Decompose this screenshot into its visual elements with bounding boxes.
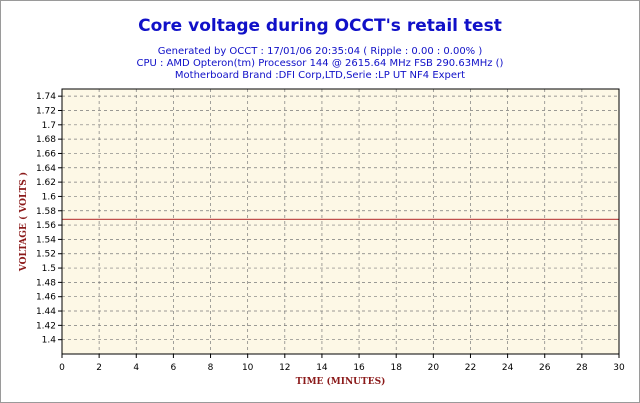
y-tick-label: 1.74 bbox=[36, 92, 56, 102]
y-tick-label: 1.62 bbox=[36, 178, 56, 188]
grid-lines bbox=[62, 89, 619, 354]
chart-subtitle-cpu: CPU : AMD Opteron(tm) Processor 144 @ 26… bbox=[136, 58, 504, 69]
y-tick-label: 1.52 bbox=[36, 250, 56, 260]
y-tick-label: 1.54 bbox=[36, 235, 56, 245]
x-tick-label: 8 bbox=[208, 363, 214, 373]
chart-subtitle-generated: Generated by OCCT : 17/01/06 20:35:04 ( … bbox=[157, 46, 483, 57]
y-tick-label: 1.56 bbox=[36, 221, 56, 231]
y-tick-label: 1.6 bbox=[42, 192, 57, 202]
x-tick-label: 22 bbox=[465, 363, 476, 373]
x-tick-label: 18 bbox=[390, 363, 402, 373]
x-axis-title: TIME (MINUTES) bbox=[296, 376, 386, 387]
x-tick-label: 6 bbox=[171, 363, 177, 373]
x-tick-label: 10 bbox=[242, 363, 254, 373]
x-tick-label: 26 bbox=[539, 363, 551, 373]
x-tick-label: 4 bbox=[133, 363, 139, 373]
x-tick-label: 2 bbox=[96, 363, 102, 373]
y-tick-label: 1.42 bbox=[36, 321, 56, 331]
chart-subtitle-motherboard: Motherboard Brand :DFI Corp,LTD,Serie :L… bbox=[174, 70, 466, 81]
x-tick-labels: 0 2 4 6 8 10 12 14 16 18 20 22 24 26 28 30 bbox=[59, 363, 625, 373]
x-tick-label: 28 bbox=[576, 363, 588, 373]
y-tick-label: 1.44 bbox=[36, 307, 56, 317]
x-tick-label: 12 bbox=[279, 363, 290, 373]
chart-title: Core voltage during OCCT's retail test bbox=[138, 16, 502, 36]
plot-area bbox=[62, 89, 619, 354]
y-tick-label: 1.66 bbox=[36, 149, 56, 159]
y-tick-label: 1.4 bbox=[42, 336, 57, 346]
x-tick-label: 24 bbox=[502, 363, 514, 373]
x-tick-label: 16 bbox=[353, 363, 365, 373]
y-tick-label: 1.48 bbox=[36, 278, 56, 288]
y-axis-title: VOLTAGE ( VOLTS ) bbox=[18, 172, 29, 272]
x-tick-label: 14 bbox=[316, 363, 328, 373]
x-tick-label: 20 bbox=[428, 363, 440, 373]
y-tick-label: 1.72 bbox=[36, 106, 56, 116]
y-tick-label: 1.46 bbox=[36, 293, 56, 303]
y-tick-label: 1.58 bbox=[36, 207, 56, 217]
x-tick-label: 30 bbox=[613, 363, 625, 373]
x-tick-label: 0 bbox=[59, 363, 65, 373]
y-tick-label: 1.64 bbox=[36, 164, 56, 174]
axes bbox=[58, 88, 620, 358]
plot-border bbox=[61, 88, 620, 355]
y-tick-label: 1.7 bbox=[42, 121, 56, 131]
y-tick-label: 1.5 bbox=[42, 264, 56, 274]
y-tick-label: 1.68 bbox=[36, 135, 56, 145]
y-tick-labels: 1.4 1.42 1.44 1.46 1.48 1.5 1.52 1.54 1.56 1.58 1.… bbox=[36, 92, 56, 346]
